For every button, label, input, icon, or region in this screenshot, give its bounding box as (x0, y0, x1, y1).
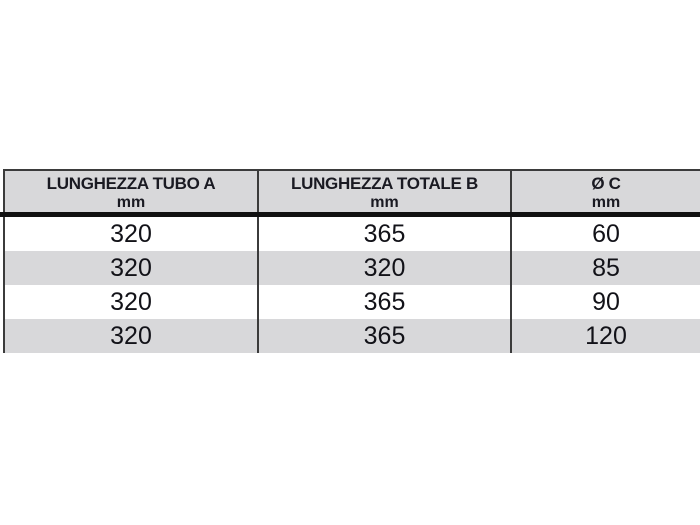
column-unit: mm (370, 194, 399, 211)
column-title: LUNGHEZZA TOTALE B (291, 174, 478, 193)
header-cell-lunghezza-tubo-a: LUNGHEZZA TUBO A mm (5, 171, 259, 212)
table-cell: 320 (5, 285, 259, 319)
table-cell: 365 (259, 285, 512, 319)
table-cell: 365 (259, 319, 512, 353)
table-cell: 320 (5, 319, 259, 353)
spec-table: LUNGHEZZA TUBO A mm LUNGHEZZA TOTALE B m… (3, 169, 700, 353)
table-cell: 320 (5, 251, 259, 285)
table-cell: 365 (259, 217, 512, 251)
column-unit: mm (116, 194, 146, 211)
column-title: LUNGHEZZA TUBO A (46, 174, 216, 193)
header-cell-lunghezza-totale-b: LUNGHEZZA TOTALE B mm (259, 171, 512, 212)
table-cell: 60 (512, 217, 700, 251)
table-cell: 320 (259, 251, 512, 285)
header-cell-diameter-c: Ø C mm (512, 171, 700, 212)
table-cell: 90 (512, 285, 700, 319)
column-title: Ø C (591, 174, 621, 193)
table-cell: 120 (512, 319, 700, 353)
table-cell: 320 (5, 217, 259, 251)
header-separator-line (0, 212, 700, 217)
column-unit: mm (591, 194, 621, 211)
table-cell: 85 (512, 251, 700, 285)
